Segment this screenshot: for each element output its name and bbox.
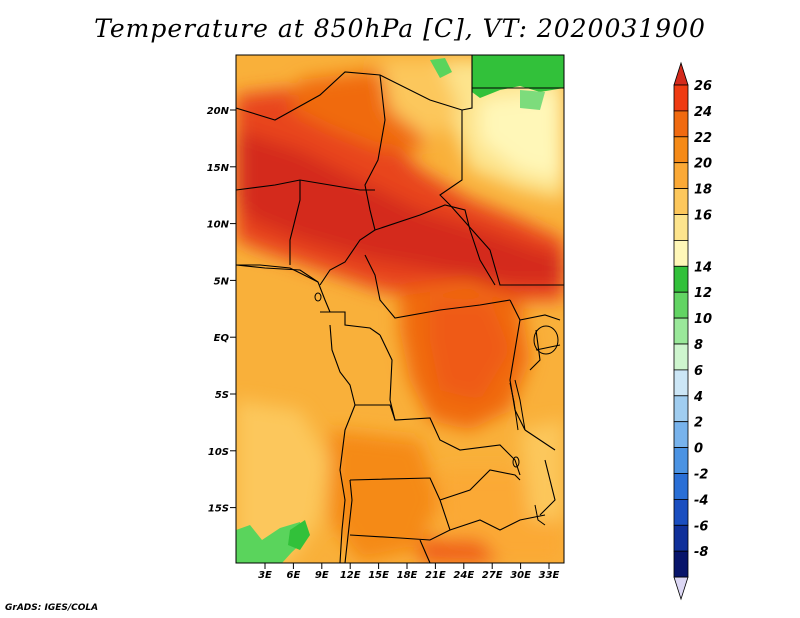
colorbar-swatch	[673, 136, 689, 164]
colorbar-swatch	[673, 162, 689, 189]
lat-tick-label: EQ	[214, 333, 230, 344]
lat-tick-label: 15S	[208, 504, 229, 515]
colorbar-label: 12	[694, 286, 712, 301]
lon-tick-label: 30E	[510, 570, 531, 581]
map-field	[236, 55, 564, 563]
grads-credit: GrADS: IGES/COLA	[5, 603, 99, 613]
colorbar-swatch	[673, 421, 689, 449]
lon-tick-label: 3E	[258, 570, 272, 581]
lat-tick-label: 15N	[207, 163, 230, 174]
lat-tick-label: 10N	[207, 220, 230, 231]
colorbar-label: 6	[694, 364, 703, 379]
colorbar-label: 22	[694, 131, 712, 146]
lon-tick-label: 27E	[482, 570, 503, 581]
colorbar-label: 0	[694, 442, 703, 457]
colorbar-label: 24	[694, 105, 712, 120]
lon-tick-label: 24E	[453, 570, 474, 581]
lon-tick-label: 18E	[397, 570, 418, 581]
lon-tick-label: 15E	[368, 570, 389, 581]
colorbar-label: -4	[694, 493, 708, 508]
colorbar-swatch	[673, 84, 689, 112]
colorbar-label: 8	[694, 338, 703, 353]
lon-tick-label: 6E	[287, 570, 301, 581]
colorbar-label: 10	[694, 312, 712, 327]
colorbar-swatch	[673, 524, 689, 552]
lat-tick-label: 5S	[215, 390, 229, 401]
colorbar-swatch	[673, 188, 689, 215]
colorbar-swatch	[673, 291, 689, 319]
lat-tick-label: 20N	[207, 106, 230, 117]
colorbar-label: 16	[694, 209, 712, 224]
country-borders	[236, 55, 564, 563]
latitude-ticks: 20N 15N 10N 5N EQ 5S 10S 15S	[207, 106, 236, 515]
colorbar-swatch	[673, 343, 689, 371]
colorbar-swatch	[673, 317, 689, 345]
lat-tick-label: 10S	[208, 447, 229, 458]
colorbar-label: 4	[693, 390, 703, 405]
lon-tick-label: 9E	[315, 570, 329, 581]
colorbar-label: -2	[694, 468, 708, 483]
colorbar-swatch	[673, 395, 689, 423]
colorbar-label: 14	[694, 260, 712, 275]
lat-tick-label: 5N	[214, 276, 230, 287]
colorbar-swatch	[673, 265, 689, 293]
colorbar-swatch	[673, 369, 689, 397]
colorbar-label: -8	[694, 545, 708, 560]
colorbar-label: 20	[694, 157, 712, 172]
colorbar-bottom-arrow	[673, 576, 689, 601]
lakes	[314, 292, 559, 526]
colorbar-swatch	[673, 498, 689, 526]
colorbar-label: 2	[694, 416, 703, 431]
colorbar-label: 26	[694, 79, 712, 94]
colorbar-label: 18	[694, 183, 712, 198]
colorbar-swatch	[673, 110, 689, 138]
colorbar-swatch	[673, 447, 689, 474]
colorbar-label: -6	[694, 519, 708, 534]
colorbar-swatch	[673, 239, 689, 267]
colorbar-swatch	[673, 473, 689, 500]
lon-tick-label: 12E	[340, 570, 361, 581]
lon-tick-label: 33E	[539, 570, 560, 581]
colorbar-top-arrow	[673, 61, 689, 86]
map-frame	[235, 54, 565, 564]
longitude-ticks: 3E 6E 9E 12E 15E 18E 21E 24E 27E 30E 33E	[258, 563, 560, 581]
lon-tick-label: 21E	[425, 570, 446, 581]
colorbar-swatch	[673, 214, 689, 241]
colorbar-swatch	[673, 550, 689, 578]
map-title: Temperature at 850hPa [C], VT: 202003190…	[94, 14, 706, 43]
